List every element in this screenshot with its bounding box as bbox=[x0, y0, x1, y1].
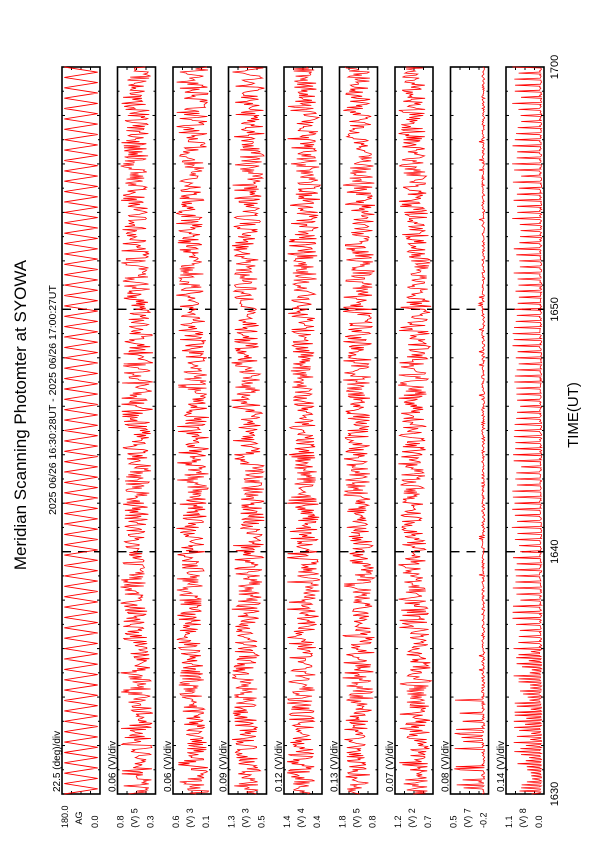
y-bottom-label: 0.3 bbox=[146, 815, 156, 828]
units-label: AG bbox=[74, 811, 84, 824]
signal-trace bbox=[511, 66, 544, 795]
signal-trace bbox=[231, 66, 266, 795]
panel-3: 0.6 (V) 3 0.1 0.06 (V)/div bbox=[163, 66, 212, 828]
panel-frame bbox=[61, 66, 101, 795]
y-bottom-label: -0.2 bbox=[479, 812, 489, 828]
panel-6: 1.8 (V) 5 0.8 0.13 (V)/div bbox=[330, 66, 379, 828]
scale-label: 0.09 (V)/div bbox=[219, 741, 230, 792]
units-label: (V) 8 bbox=[518, 808, 528, 828]
y-top-label: 0.6 bbox=[171, 815, 181, 828]
y-bottom-label: 0.5 bbox=[257, 815, 267, 828]
signal-trace bbox=[287, 66, 322, 795]
y-bottom-label: 0.1 bbox=[201, 815, 211, 828]
panel-ticks bbox=[173, 66, 211, 795]
signal-trace bbox=[64, 66, 98, 795]
panel-frame bbox=[338, 66, 379, 795]
units-label: (V) 4 bbox=[296, 808, 306, 828]
scale-label: 0.14 (V)/div bbox=[496, 741, 507, 792]
scale-label: 0.07 (V)/div bbox=[385, 741, 396, 792]
panels: 180.0 AG 0.0 22.5 (deg)/div 0.8 (V) 5 0.3 0.06 … bbox=[52, 66, 545, 828]
signal-trace bbox=[342, 66, 376, 795]
signal-trace bbox=[454, 66, 486, 795]
y-top-label: 1.4 bbox=[282, 815, 292, 828]
y-top-label: 1.8 bbox=[338, 815, 348, 828]
signal-trace bbox=[176, 66, 210, 795]
units-label: (V) 5 bbox=[352, 808, 362, 828]
panel-9: 1.1 (V) 8 0.0 0.14 (V)/div bbox=[496, 66, 545, 828]
y-bottom-label: 0.0 bbox=[90, 815, 100, 828]
y-top-label: 180.0 bbox=[60, 805, 70, 828]
panel-2: 0.8 (V) 5 0.3 0.06 (V)/div bbox=[108, 66, 157, 828]
panel-ticks bbox=[395, 66, 433, 795]
y-top-label: 0.8 bbox=[116, 815, 126, 828]
panel-1: 180.0 AG 0.0 22.5 (deg)/div bbox=[52, 66, 101, 828]
x-tick-label: 1700 bbox=[549, 55, 561, 79]
units-label: (V) 7 bbox=[463, 808, 473, 828]
panel-5: 1.4 (V) 4 0.4 0.12 (V)/div bbox=[274, 66, 323, 828]
x-tick-label: 1640 bbox=[549, 539, 561, 563]
panel-8: 0.5 (V) 7 -0.2 0.08 (V)/div bbox=[441, 66, 490, 828]
units-label: (V) 5 bbox=[130, 808, 140, 828]
panel-ticks bbox=[62, 66, 100, 795]
scale-label: 0.06 (V)/div bbox=[163, 741, 174, 792]
units-label: (V) 3 bbox=[241, 808, 251, 828]
scale-label: 0.12 (V)/div bbox=[274, 741, 285, 792]
panel-frame bbox=[394, 66, 434, 795]
panel-ticks bbox=[339, 66, 378, 795]
panel-ticks bbox=[450, 66, 489, 795]
y-bottom-label: 0.7 bbox=[423, 815, 433, 828]
panel-7: 1.2 (V) 2 0.7 0.07 (V)/div bbox=[385, 66, 434, 828]
scale-label: 0.08 (V)/div bbox=[441, 741, 452, 792]
y-top-label: 1.2 bbox=[393, 815, 403, 828]
units-label: (V) 2 bbox=[407, 808, 417, 828]
signal-trace bbox=[398, 66, 433, 795]
x-tick-label: 1630 bbox=[549, 782, 561, 806]
y-bottom-label: 0.4 bbox=[312, 815, 322, 828]
x-tick-label: 1650 bbox=[549, 297, 561, 321]
scale-label: 0.06 (V)/div bbox=[108, 741, 119, 792]
y-top-label: 0.5 bbox=[449, 815, 459, 828]
scale-label: 0.13 (V)/div bbox=[330, 741, 341, 792]
signal-trace bbox=[120, 66, 154, 795]
panel-ticks bbox=[284, 66, 322, 795]
y-top-label: 1.3 bbox=[227, 815, 237, 828]
scale-label: 22.5 (deg)/div bbox=[52, 731, 63, 792]
time-range-label: 2025 06/26 16:30:28UT - 2025 06/26 17:00… bbox=[47, 285, 59, 515]
units-label: (V) 3 bbox=[185, 808, 195, 828]
chart-title: Meridian Scanning Photomter at SYOWA bbox=[11, 259, 30, 570]
panel-4: 1.3 (V) 3 0.5 0.09 (V)/div bbox=[219, 66, 268, 828]
x-axis-label: TIME(UT) bbox=[565, 382, 582, 448]
y-bottom-label: 0.8 bbox=[368, 815, 378, 828]
panel-frame bbox=[116, 66, 157, 795]
y-top-label: 1.1 bbox=[504, 815, 514, 828]
x-tick-labels: 1630 1640 1650 1700 bbox=[549, 55, 561, 806]
panel-frame bbox=[227, 66, 268, 795]
y-bottom-label: 0.0 bbox=[534, 815, 544, 828]
